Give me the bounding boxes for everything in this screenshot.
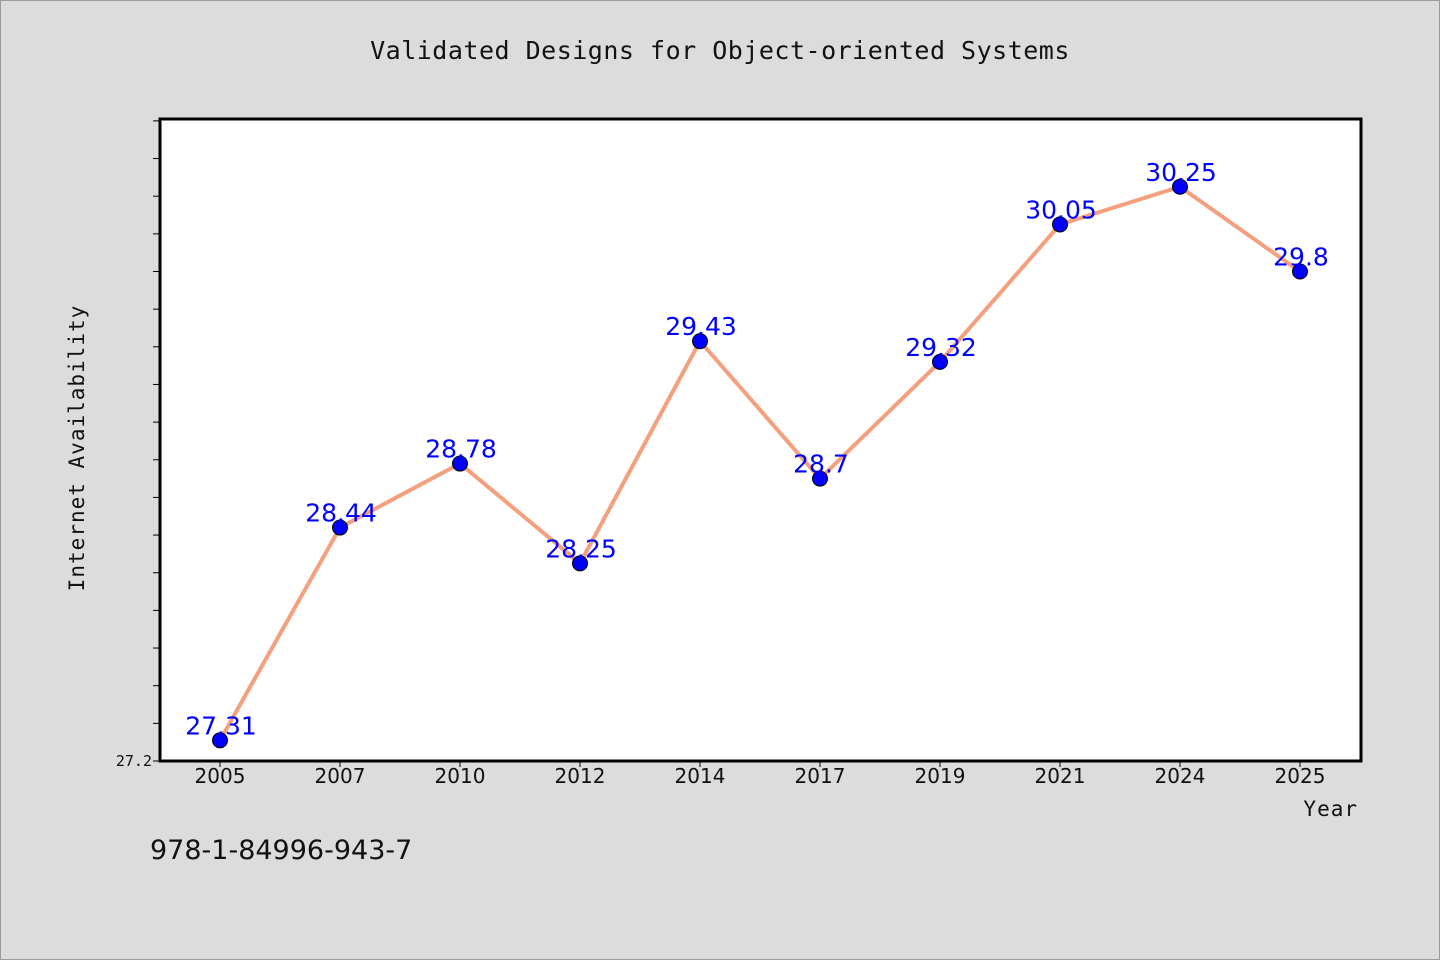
data-label: 30.25 bbox=[1145, 158, 1217, 187]
data-label: 28.7 bbox=[793, 450, 849, 479]
x-tick-label: 2024 bbox=[1155, 764, 1206, 788]
x-tick-label: 2021 bbox=[1035, 764, 1086, 788]
isbn-text: 978-1-84996-943-7 bbox=[150, 835, 413, 866]
y-tick-label: 27.2 bbox=[116, 752, 152, 770]
data-label: 28.25 bbox=[545, 534, 617, 563]
data-label: 29.8 bbox=[1273, 242, 1329, 271]
data-label: 28.44 bbox=[305, 499, 377, 528]
data-label: 28.78 bbox=[425, 435, 497, 464]
data-point bbox=[332, 519, 348, 536]
data-point bbox=[452, 455, 468, 472]
data-point bbox=[932, 353, 948, 370]
data-point bbox=[812, 470, 828, 487]
data-label: 29.43 bbox=[665, 312, 737, 341]
x-axis-ticks: 2005 2007 2010 2012 2014 2017 2019 2021 2024 2025 bbox=[195, 761, 1326, 788]
data-label: 29.32 bbox=[905, 333, 977, 362]
series-line bbox=[218, 184, 1302, 742]
data-point bbox=[1052, 216, 1068, 233]
x-tick-label: 2010 bbox=[435, 764, 486, 788]
x-tick-label: 2025 bbox=[1275, 764, 1326, 788]
x-axis-label: Year bbox=[1303, 797, 1358, 821]
plot-area bbox=[158, 117, 1363, 763]
y-axis-ticks: 27.2 bbox=[116, 120, 160, 770]
chart-title: Validated Designs for Object-oriented Sy… bbox=[370, 36, 1070, 65]
x-tick-label: 2019 bbox=[915, 764, 966, 788]
x-tick-label: 2005 bbox=[195, 764, 246, 788]
data-point bbox=[1292, 263, 1308, 280]
data-point bbox=[692, 333, 708, 350]
series-layer: 27.31 28.44 28.78 28.25 29.43 28.7 29.32 30.05 3… bbox=[185, 158, 1329, 749]
y-axis-label: Internet Availability bbox=[65, 305, 89, 592]
x-tick-label: 2014 bbox=[675, 764, 726, 788]
x-tick-label: 2017 bbox=[795, 764, 846, 788]
data-point bbox=[1172, 178, 1188, 195]
x-tick-label: 2012 bbox=[555, 764, 606, 788]
data-label: 27.31 bbox=[185, 711, 257, 740]
data-label: 30.05 bbox=[1025, 195, 1097, 224]
x-tick-label: 2007 bbox=[315, 764, 366, 788]
data-point bbox=[212, 732, 228, 749]
plot-background bbox=[158, 117, 1363, 763]
data-point bbox=[572, 555, 588, 572]
